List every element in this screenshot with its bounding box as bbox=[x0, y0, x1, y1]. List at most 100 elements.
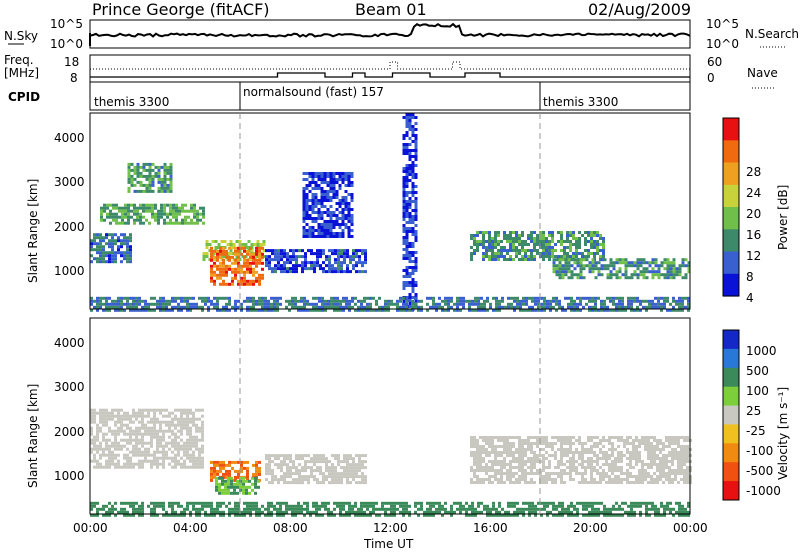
power-cell-6 bbox=[302, 196, 306, 199]
power-cell-8 bbox=[482, 243, 485, 246]
velocity-cell-5 bbox=[294, 513, 297, 517]
power-cell-0 bbox=[99, 245, 102, 249]
velocity-cell-3 bbox=[310, 466, 313, 470]
velocity-cell-5 bbox=[204, 513, 207, 517]
velocity-cell-0 bbox=[129, 462, 132, 466]
power-cell-7 bbox=[405, 212, 409, 215]
velocity-cell-1 bbox=[210, 475, 213, 479]
velocity-cell-0 bbox=[129, 465, 132, 469]
velocity-cell-5 bbox=[183, 510, 186, 514]
power-cell-9 bbox=[618, 261, 622, 265]
power-cell-10 bbox=[555, 308, 558, 312]
velocity-cell-4 bbox=[491, 466, 494, 469]
velocity-cell-5 bbox=[294, 507, 297, 511]
velocity-cell-4 bbox=[500, 436, 503, 439]
power-cell-1 bbox=[154, 212, 157, 216]
power-cell-10 bbox=[96, 302, 99, 306]
power-cell-5 bbox=[268, 249, 271, 253]
velocity-cell-5 bbox=[513, 510, 516, 514]
power-cell-10 bbox=[492, 308, 495, 312]
velocity-cell-5 bbox=[363, 510, 366, 514]
velocity-cell-4 bbox=[491, 436, 494, 439]
power-cell-10 bbox=[597, 296, 600, 300]
velocity-cell-5 bbox=[168, 501, 171, 505]
power-cell-8 bbox=[497, 234, 500, 237]
velocity-cell-0 bbox=[180, 429, 183, 433]
velocity-cell-5 bbox=[285, 504, 288, 508]
velocity-cell-4 bbox=[503, 463, 506, 466]
velocity-cell-4 bbox=[548, 460, 551, 463]
power-cell-2 bbox=[166, 168, 170, 172]
velocity-cell-4 bbox=[545, 457, 548, 460]
velocity-cell-4 bbox=[512, 457, 515, 460]
velocity-cell-4 bbox=[506, 454, 509, 457]
power-cell-5 bbox=[316, 249, 319, 253]
velocity-cell-5 bbox=[195, 507, 198, 511]
velocity-cell-4 bbox=[494, 454, 497, 457]
velocity-cell-0 bbox=[168, 420, 171, 424]
power-cell-4 bbox=[225, 267, 228, 271]
power-cell-7 bbox=[405, 200, 409, 203]
velocity-cell-4 bbox=[653, 445, 656, 448]
velocity-cell-5 bbox=[132, 501, 135, 505]
velocity-cell-0 bbox=[117, 453, 120, 457]
power-cell-3 bbox=[262, 249, 266, 252]
velocity-cell-4 bbox=[620, 457, 623, 460]
power-cell-1 bbox=[202, 221, 205, 225]
velocity-cell-0 bbox=[105, 417, 108, 421]
velocity-cell-4 bbox=[608, 481, 611, 484]
power-cell-10 bbox=[366, 296, 369, 300]
power-cell-2 bbox=[154, 171, 158, 175]
velocity-cell-0 bbox=[186, 465, 189, 469]
velocity-cell-1 bbox=[228, 463, 231, 467]
power-cell-9 bbox=[591, 270, 595, 274]
power-cell-3 bbox=[250, 249, 254, 252]
power-cell-8 bbox=[557, 255, 560, 258]
power-cell-8 bbox=[575, 246, 578, 249]
power-cell-10 bbox=[420, 305, 423, 309]
power-cell-10 bbox=[429, 305, 432, 309]
power-cell-6 bbox=[320, 226, 324, 229]
velocity-cell-0 bbox=[126, 459, 129, 463]
velocity-cell-0 bbox=[177, 459, 180, 463]
velocity-cell-4 bbox=[578, 463, 581, 466]
power-cell-10 bbox=[339, 299, 342, 303]
velocity-cell-5 bbox=[135, 510, 138, 514]
power-cell-6 bbox=[305, 178, 309, 181]
power-cell-4 bbox=[225, 282, 228, 286]
velocity-cell-3 bbox=[322, 478, 325, 482]
power-cell-10 bbox=[654, 302, 657, 306]
velocity-cell-0 bbox=[171, 441, 174, 445]
velocity-cell-0 bbox=[174, 426, 177, 430]
power-cell-8 bbox=[515, 234, 518, 237]
power-cell-10 bbox=[399, 296, 402, 300]
power-cell-0 bbox=[111, 233, 114, 237]
power-cell-6 bbox=[347, 229, 351, 232]
power-cell-8 bbox=[491, 252, 494, 255]
velocity-cell-0 bbox=[162, 432, 165, 436]
velocity-cell-3 bbox=[352, 475, 355, 479]
velocity-cell-3 bbox=[313, 460, 316, 464]
power-cell-6 bbox=[326, 196, 330, 199]
velocity-cell-5 bbox=[312, 510, 315, 514]
velocity-cell-5 bbox=[420, 501, 423, 505]
power-cell-6 bbox=[308, 184, 312, 187]
velocity-cell-0 bbox=[108, 453, 111, 457]
velocity-cell-3 bbox=[271, 478, 274, 482]
power-cell-7 bbox=[408, 221, 412, 224]
velocity-cell-4 bbox=[500, 451, 503, 454]
power-cell-10 bbox=[444, 296, 447, 300]
velocity-cell-4 bbox=[584, 466, 587, 469]
power-cell-6 bbox=[344, 190, 348, 193]
velocity-cell-0 bbox=[114, 423, 117, 427]
power-cell-10 bbox=[456, 299, 459, 303]
power-cell-6 bbox=[308, 190, 312, 193]
velocity-cell-5 bbox=[300, 507, 303, 511]
velocity-cell-4 bbox=[629, 475, 632, 478]
velocity-cell-5 bbox=[219, 501, 222, 505]
velocity-cell-5 bbox=[570, 504, 573, 508]
power-cell-3 bbox=[205, 246, 209, 249]
velocity-cell-3 bbox=[331, 454, 334, 458]
velocity-cell-0 bbox=[162, 420, 165, 424]
power-cell-9 bbox=[609, 258, 613, 262]
